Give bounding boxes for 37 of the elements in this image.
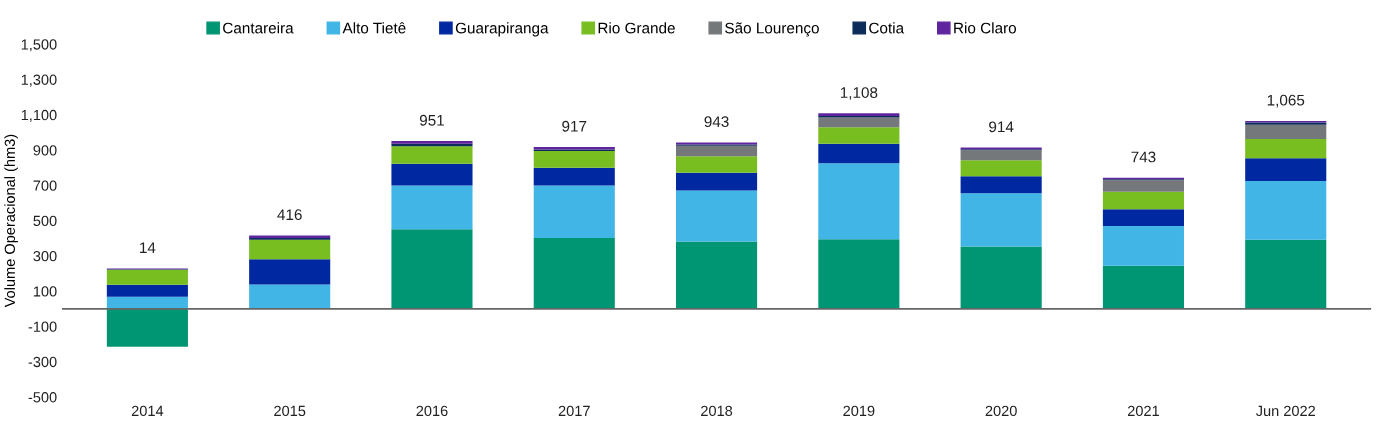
total-label: 943 — [704, 116, 729, 128]
y-tick-label: 1,100 — [21, 109, 57, 122]
x-tick-label: 2020 — [985, 405, 1017, 417]
x-tick-label: 2016 — [416, 405, 448, 417]
y-tick-label: 500 — [33, 215, 57, 227]
y-axis-title: Volume Operacional (hm3) — [4, 134, 18, 308]
y-tick-label: 300 — [33, 250, 57, 262]
x-tick-label: 2015 — [274, 405, 306, 417]
y-tick-label: -500 — [28, 392, 57, 403]
y-tick-label: 700 — [33, 180, 57, 191]
y-tick-label: -300 — [28, 356, 57, 368]
y-tick-label: 1,500 — [21, 39, 57, 52]
legend-label: Cotia — [869, 22, 905, 34]
x-tick-label: Jun 2022 — [1255, 405, 1316, 417]
x-tick-label: 2018 — [701, 405, 733, 417]
x-tick-label: 2017 — [558, 405, 590, 417]
y-tick-label: 1,300 — [21, 74, 57, 87]
x-tick-label: 2021 — [1127, 405, 1159, 417]
y-tick-label: -100 — [28, 321, 57, 332]
y-tick-label: 100 — [33, 286, 57, 297]
y-tick-label: 900 — [33, 145, 57, 156]
legend-label: Cantareira — [223, 22, 294, 34]
total-label: 743 — [1131, 151, 1156, 163]
x-tick-label: 2014 — [131, 405, 164, 417]
legend-label: Rio Grande — [598, 22, 675, 34]
legend-label: São Lourenço — [725, 22, 819, 37]
legend-label: Alto Tietê — [342, 22, 406, 34]
total-label: 914 — [989, 121, 1014, 133]
total-label: 416 — [277, 209, 302, 221]
total-label: 951 — [419, 114, 444, 126]
total-label: 14 — [140, 242, 156, 253]
x-tick-label: 2019 — [843, 405, 875, 417]
legend-label: Guarapiranga — [455, 22, 549, 37]
total-label: 917 — [562, 120, 587, 132]
total-label: 1,065 — [1267, 94, 1305, 108]
total-label: 1,108 — [840, 87, 878, 100]
legend-label: Rio Claro — [954, 22, 1017, 34]
